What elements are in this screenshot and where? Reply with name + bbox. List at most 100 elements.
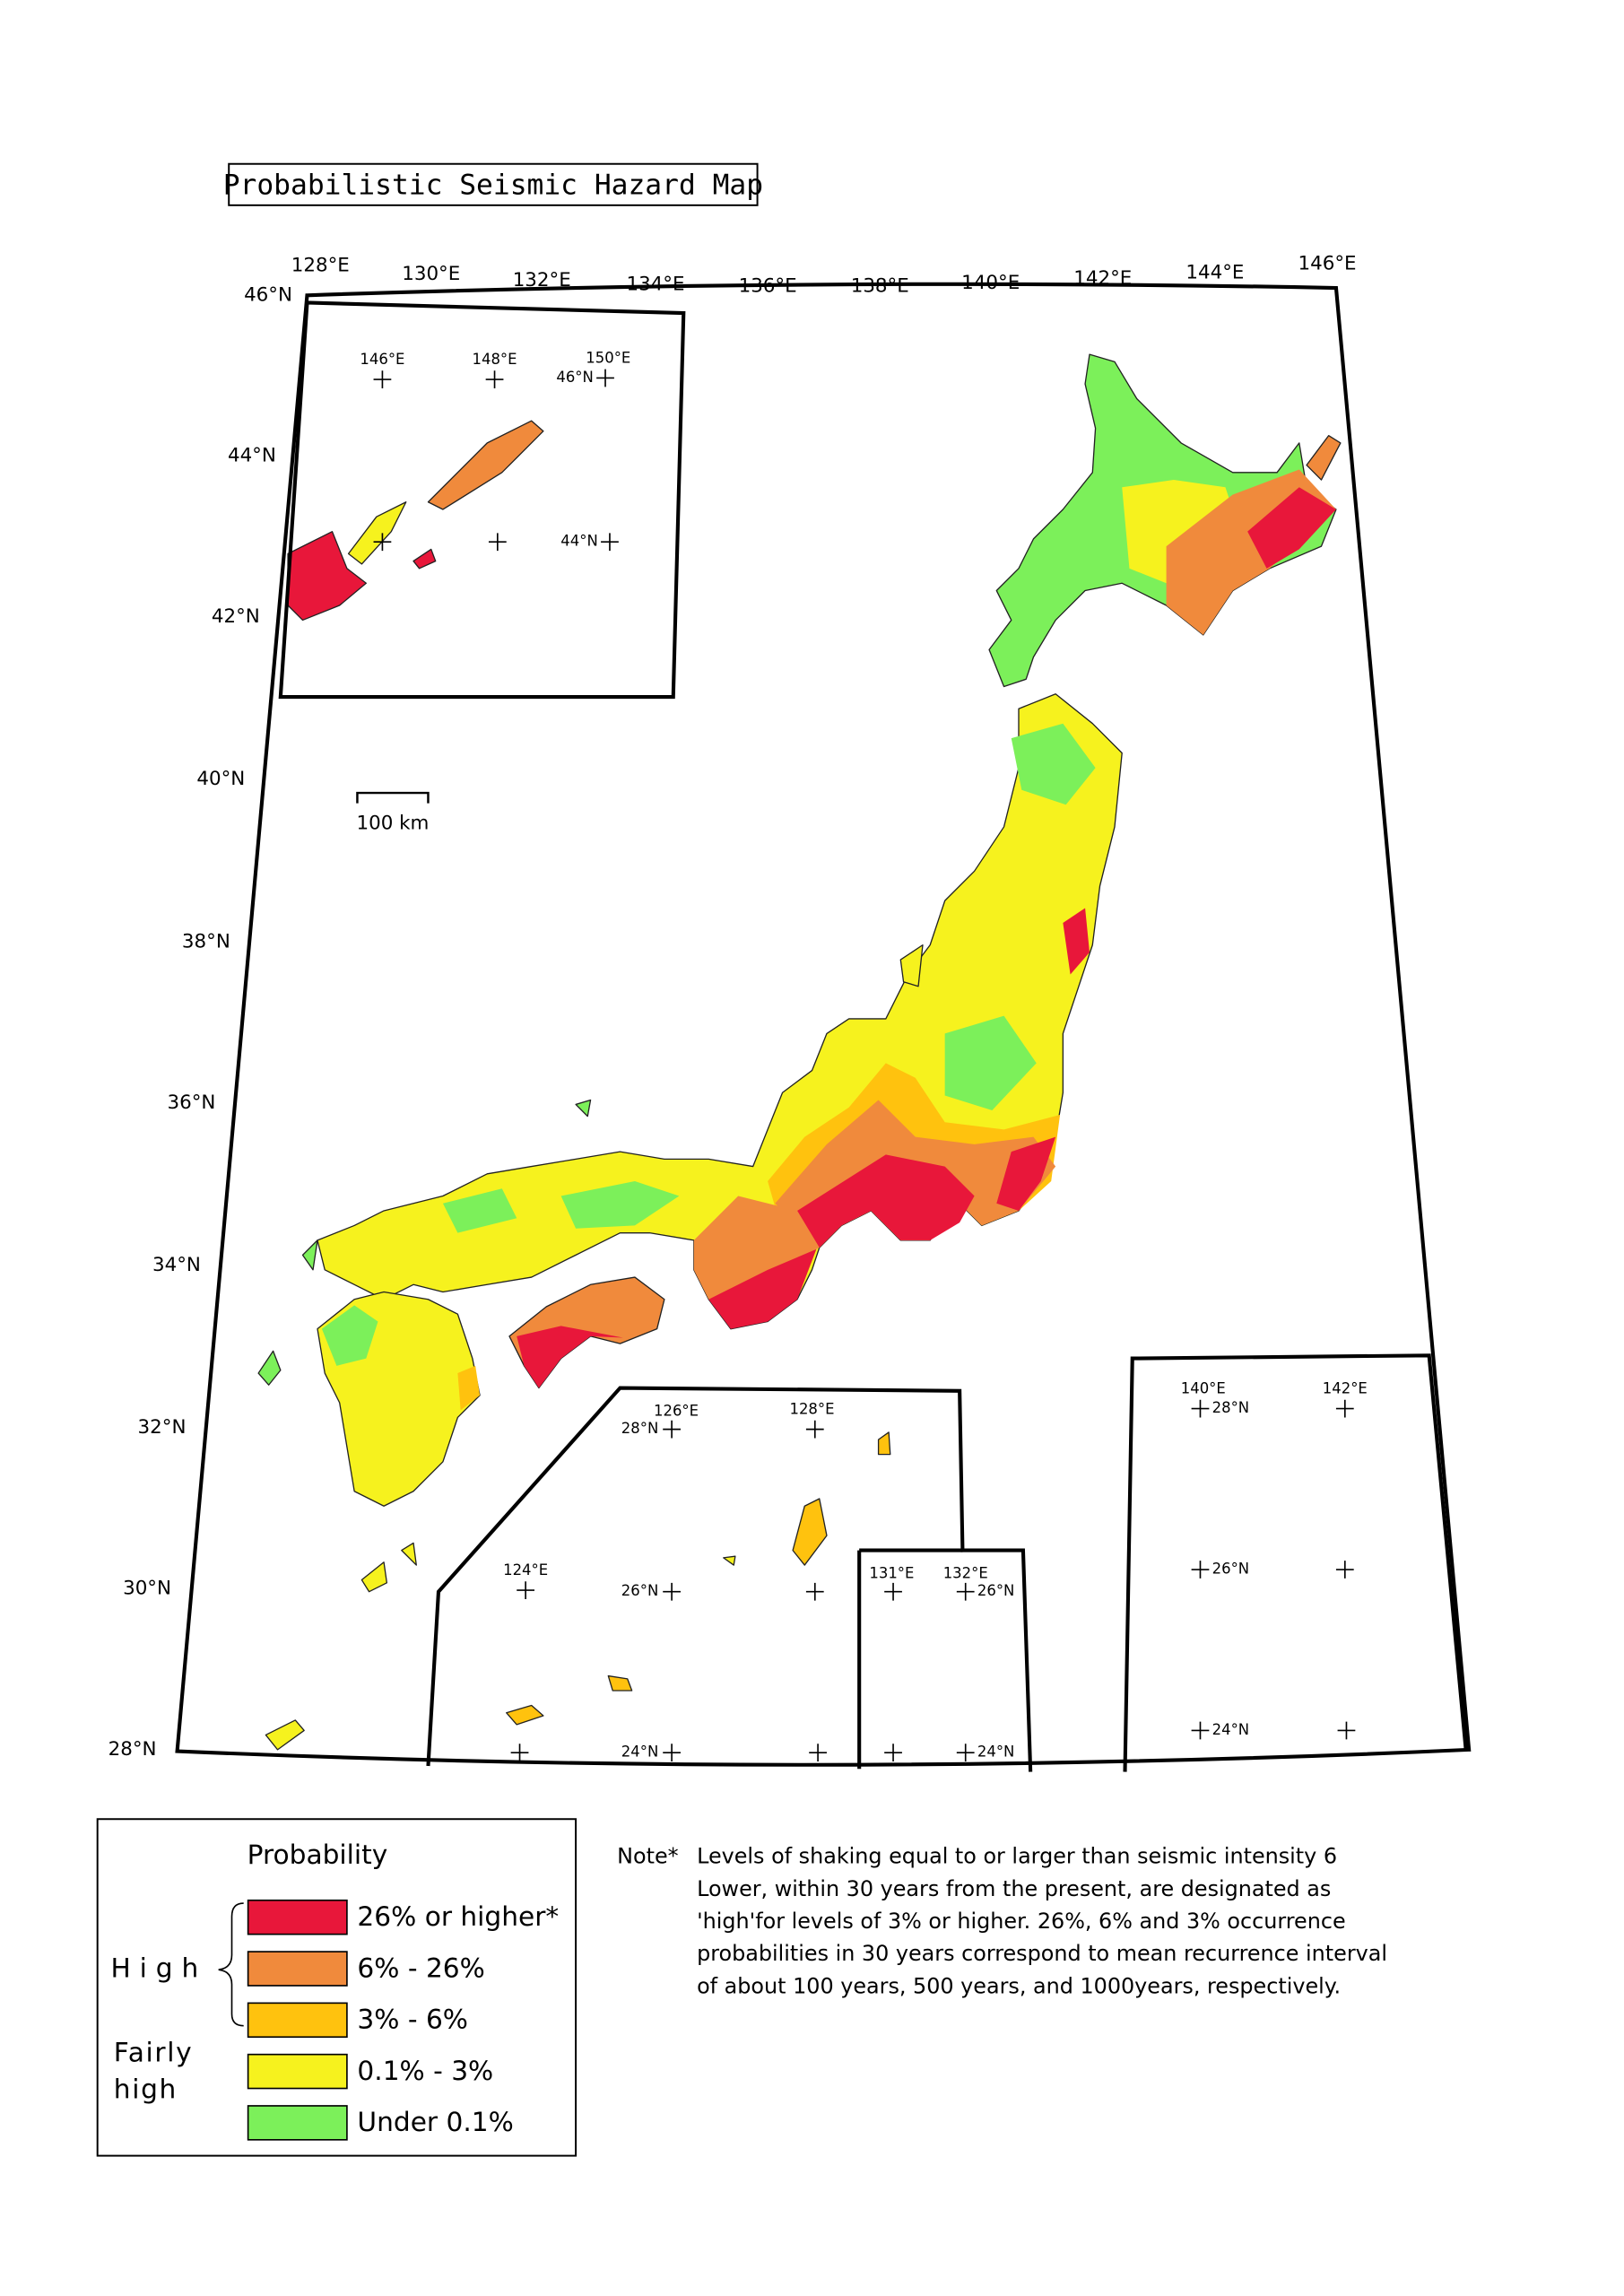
hazard-area	[517, 1326, 623, 1388]
inset-island	[723, 1555, 736, 1566]
inset-frame	[1123, 1353, 1468, 1772]
legend-label: 3% - 6%	[357, 2004, 468, 2035]
longitude-label: 132°E	[513, 269, 571, 291]
scale-bar	[356, 791, 430, 804]
inset-island	[877, 1431, 891, 1456]
graticule-crosses	[373, 369, 1356, 1762]
island	[899, 944, 924, 987]
hazard-area	[708, 1248, 817, 1329]
inset-island	[427, 420, 544, 510]
inset-labels: 146°E 148°E 150°E 46°N 44°N 126°E 28°N 1…	[360, 350, 1367, 1761]
inset-island	[287, 531, 367, 622]
legend-label: 0.1% - 3%	[357, 2055, 493, 2086]
longitude-labels: 128°E 130°E 132°E 134°E 136°E 138°E 140°…	[291, 253, 1357, 298]
latitude-label: 28°N	[109, 1738, 157, 1761]
map-frame	[175, 282, 1472, 1767]
legend-swatch	[247, 1899, 348, 1935]
inset-label: 142°E	[1323, 1380, 1368, 1397]
title-box	[228, 162, 759, 206]
legend-items: 26% or higher* 6% - 26% 3% - 6% 0.1% - 3% Un…	[247, 1899, 559, 2141]
island	[401, 1542, 417, 1566]
inset-label: 24°N	[621, 1744, 658, 1761]
scale-bar-label: 100 km	[357, 813, 430, 835]
longitude-label: 128°E	[291, 254, 350, 276]
hazard-area	[442, 1188, 517, 1233]
inset-label: 46°N	[556, 369, 593, 386]
longitude-label: 140°E	[961, 272, 1020, 294]
note-marker: Note*	[617, 1844, 678, 1869]
title: Probabilistic Seismic Hazard Map	[223, 169, 763, 201]
legend-swatch	[247, 2053, 348, 2090]
hazard-area	[996, 1136, 1056, 1211]
longitude-label: 134°E	[626, 274, 684, 296]
latitude-label: 44°N	[228, 445, 276, 467]
longitude-label: 144°E	[1185, 262, 1244, 284]
inset-island	[506, 1704, 544, 1726]
inset-frame	[426, 1386, 1033, 1772]
inset-label: 26°N	[977, 1582, 1014, 1599]
legend-swatch	[247, 2105, 348, 2141]
latitude-labels: 46°N 44°N 42°N 40°N 38°N 36°N 34°N 32°N …	[109, 283, 292, 1761]
legend-brace	[218, 1902, 244, 2027]
note-line: probabilities in 30 years correspond to …	[697, 1941, 1387, 1966]
island	[575, 1099, 592, 1118]
island	[1306, 435, 1342, 481]
inset-label: 126°E	[654, 1402, 699, 1419]
inset-island	[413, 548, 437, 570]
hazard-area	[693, 1196, 820, 1300]
latitude-label: 32°N	[138, 1416, 187, 1439]
note: Note* Levels of shaking equal to or larg…	[617, 1844, 1387, 1999]
inset-frame	[278, 300, 686, 700]
note-line: of about 100 years, 500 years, and 1000y…	[697, 1973, 1341, 1998]
note-line: Lower, within 30 years from the present,…	[697, 1876, 1331, 1901]
land	[257, 353, 1342, 1751]
hazard-area	[797, 1154, 975, 1248]
latitude-label: 34°N	[152, 1254, 201, 1276]
latitude-label: 38°N	[182, 930, 230, 952]
hazard-area	[1247, 487, 1336, 569]
legend-label: 6% - 26%	[357, 1952, 484, 1983]
hazard-area	[1011, 723, 1096, 805]
hazard-area	[1063, 908, 1090, 975]
legend-title: Probability	[248, 1839, 388, 1870]
inset-label: 28°N	[621, 1420, 658, 1437]
inset-label: 140°E	[1181, 1380, 1226, 1397]
legend-swatch	[247, 2002, 348, 2039]
legend-box	[96, 1818, 578, 2157]
legend: Probability High Fairly high 26% or high…	[96, 1818, 578, 2157]
inset-label: 146°E	[360, 351, 404, 368]
inset-island	[607, 1674, 633, 1692]
inset-label: 26°N	[621, 1582, 658, 1599]
inset-label: 124°E	[503, 1561, 548, 1578]
latitude-label: 30°N	[123, 1577, 171, 1599]
legend-label: 26% or higher*	[357, 1900, 559, 1932]
inset-label: 148°E	[473, 351, 517, 368]
legend-label: Under 0.1%	[357, 2106, 513, 2137]
inset-label: 131°E	[869, 1564, 914, 1581]
inset-island	[792, 1498, 828, 1566]
island	[301, 1239, 318, 1271]
hazard-area	[321, 1305, 378, 1366]
hazard-area	[1122, 480, 1240, 584]
legend-group-high: High	[111, 1952, 208, 1984]
longitude-label: 142°E	[1073, 267, 1132, 290]
hazard-area	[457, 1365, 481, 1411]
latitude-label: 46°N	[244, 283, 292, 306]
longitude-label: 130°E	[402, 263, 460, 285]
longitude-label: 136°E	[739, 274, 797, 297]
inset-label: 26°N	[1212, 1561, 1249, 1578]
inset-label: 24°N	[1212, 1721, 1249, 1738]
longitude-label: 138°E	[851, 274, 909, 297]
island	[360, 1561, 388, 1593]
latitude-label: 42°N	[212, 605, 260, 628]
latitude-label: 36°N	[167, 1091, 215, 1114]
longitude-label: 146°E	[1298, 253, 1357, 275]
legend-group-fairly-high: high	[114, 2074, 178, 2105]
inset-label: 150°E	[586, 350, 630, 367]
inset-label: 28°N	[1212, 1399, 1249, 1416]
inset-label: 132°E	[943, 1564, 988, 1581]
hazard-area	[560, 1181, 680, 1229]
inset-label: 24°N	[977, 1744, 1014, 1761]
inset-label: 128°E	[789, 1401, 834, 1418]
